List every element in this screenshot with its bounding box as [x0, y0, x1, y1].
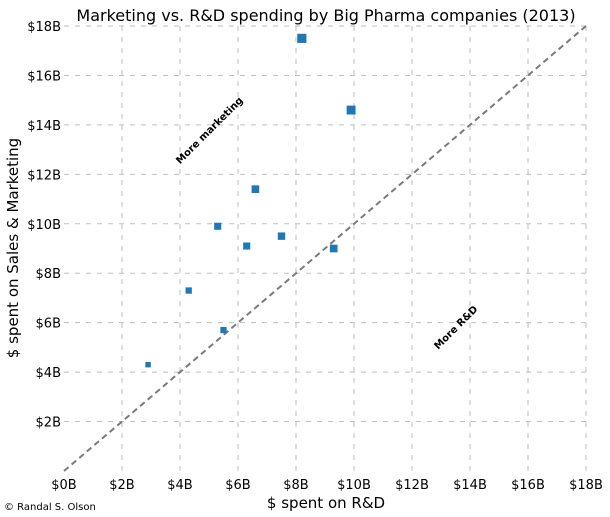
data-points: [145, 33, 356, 368]
y-tick-label-8: $18B: [27, 20, 61, 35]
data-point-1: [185, 287, 192, 294]
credit-text: © Randal S. Olson: [4, 502, 96, 513]
y-tick-label-5: $12B: [27, 168, 61, 183]
x-axis-ticks: $0B $2B $4B $6B $8B $10B $12B $14B $16B $18B: [51, 478, 603, 493]
chart-title: Marketing vs. R&D spending by Big Pharma…: [76, 6, 575, 25]
y-tick-label-0: $2B: [36, 416, 61, 431]
y-tick-label-4: $10B: [27, 218, 61, 233]
data-point-3: [214, 222, 222, 230]
annotation-0: More marketing: [174, 95, 245, 166]
x-tick-label-0: $0B: [51, 478, 76, 493]
x-tick-label-6: $12B: [395, 478, 429, 493]
x-tick-label-3: $6B: [225, 478, 250, 493]
y-tick-label-7: $16B: [27, 69, 61, 84]
grid-lines: [64, 25, 587, 471]
data-point-9: [346, 105, 356, 115]
data-point-6: [277, 232, 286, 240]
x-tick-label-7: $14B: [453, 478, 487, 493]
data-point-2: [220, 326, 227, 334]
x-axis-label: $ spent on R&D: [267, 494, 385, 512]
y-tick-label-6: $14B: [27, 119, 61, 134]
data-point-7: [297, 33, 307, 43]
y-tick-label-1: $4B: [36, 366, 61, 381]
y-tick-label-2: $6B: [36, 317, 61, 332]
data-point-5: [251, 185, 260, 193]
y-axis-ticks: $2B $4B $6B $8B $10B $12B $14B $16B $18B: [27, 20, 61, 431]
x-tick-label-2: $4B: [167, 478, 192, 493]
data-point-0: [145, 361, 151, 368]
data-point-4: [243, 242, 251, 250]
x-tick-label-8: $16B: [511, 478, 545, 493]
x-tick-label-4: $8B: [283, 478, 308, 493]
annotation-1: More R&D: [432, 304, 480, 352]
y-axis-label: $ spent on Sales & Marketing: [4, 138, 22, 358]
x-tick-label-5: $10B: [337, 478, 371, 493]
reference-line: [63, 25, 587, 472]
x-tick-label-9: $18B: [569, 478, 603, 493]
data-point-8: [329, 244, 338, 253]
x-tick-label-1: $2B: [109, 478, 134, 493]
y-tick-label-3: $8B: [36, 267, 61, 282]
